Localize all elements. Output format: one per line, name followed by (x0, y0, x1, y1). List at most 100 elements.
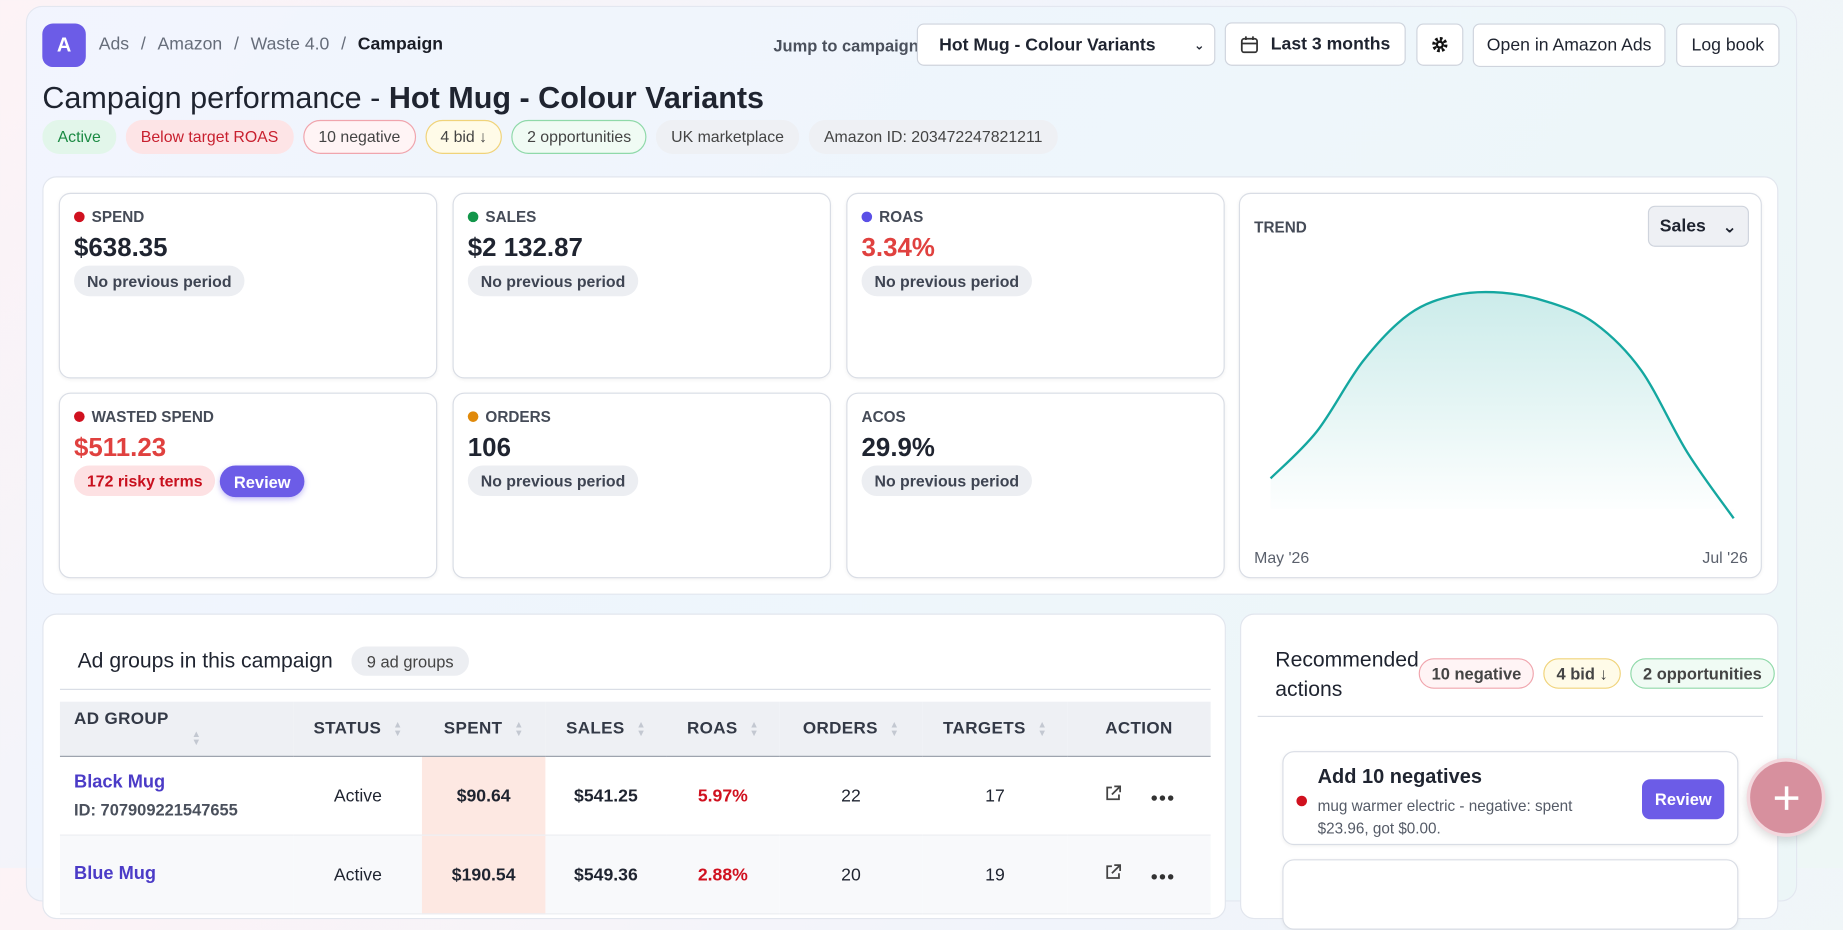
action-text: mug warmer electric - negative: spent $2… (1317, 796, 1573, 837)
column-label: STATUS (313, 719, 382, 739)
more-icon[interactable] (1151, 793, 1175, 802)
sort-icon: ▲ ▼ (889, 719, 900, 739)
kpi-card: SALES $2 132.87 No previous period (452, 192, 831, 379)
column-header: ROAS ▲ ▼ (666, 701, 780, 757)
date-text: Last 3 months (1270, 34, 1391, 55)
divider (1257, 715, 1764, 717)
review-button[interactable]: Review (1642, 779, 1725, 820)
crumb[interactable]: Ads (98, 34, 130, 55)
column-header: SALES ▲ ▼ (545, 701, 667, 757)
kpi-value: $2 132.87 (467, 232, 583, 263)
column-label: TARGETS (943, 719, 1026, 739)
action-title: Add 10 negatives (1317, 765, 1482, 788)
divider (59, 688, 1211, 690)
kpi-label: ROAS (861, 208, 924, 226)
plus-icon (1774, 785, 1798, 810)
dot (1296, 795, 1308, 807)
kpi-card: WASTED SPEND $511.23 172 risky terms Rev… (58, 392, 438, 579)
action-card: Add 10 negatives mug warmer electric - n… (1282, 751, 1739, 846)
table-cell: 5.97% (666, 756, 780, 836)
table-cell: 22 (779, 756, 923, 836)
open-icon[interactable] (1104, 784, 1123, 803)
ad-group-name[interactable]: Blue Mug (74, 863, 157, 884)
kpi-value: 106 (467, 432, 511, 462)
breadcrumb: Ads / Amazon / Waste 4.0 / Campaign (99, 34, 443, 54)
date-range[interactable]: Last 3 months (1224, 22, 1406, 66)
kpi-label: WASTED SPEND (74, 407, 214, 426)
metric-select[interactable]: Sales ⌄ (1647, 205, 1749, 247)
sort-icon: ▲ ▼ (392, 719, 403, 739)
sort-icon: ▲ ▼ (514, 719, 524, 739)
risky-terms: 172 risky terms (74, 465, 216, 497)
metric-text: Sales (1659, 216, 1706, 237)
table-cell: $90.64 (421, 756, 546, 836)
crumb[interactable]: Amazon (157, 34, 223, 55)
table-cell: 20 (779, 835, 923, 915)
fab-button[interactable] (1746, 758, 1826, 837)
ad-group-name[interactable]: Black Mug (74, 772, 166, 793)
kpi-note: No previous period (467, 465, 639, 497)
trend-start: May '26 (1254, 548, 1310, 567)
logbook-button[interactable]: Log book (1676, 23, 1780, 67)
table-row: Blue Mug Active $190.54 $549.36 2.88% 20 19 (59, 835, 1211, 915)
shape (1241, 37, 1259, 53)
shape (1111, 864, 1122, 874)
badge: Amazon ID: 203472247821211 (808, 119, 1058, 154)
badge: 10 negative (1418, 658, 1535, 689)
column-header: TARGETS ▲ ▼ (922, 701, 1068, 757)
kpi-label-text: WASTED SPEND (91, 407, 214, 426)
shape (1167, 795, 1174, 801)
review-button[interactable]: Review (219, 465, 305, 498)
badge: 2 opportunities (511, 119, 647, 154)
separator: / (233, 34, 239, 55)
open-amazon-button[interactable]: Open in Amazon Ads (1472, 23, 1666, 67)
badges: Active Below target ROAS 10 negative 4 b… (42, 119, 1058, 154)
table-cell: 2.88% (666, 835, 780, 915)
title-campaign: Hot Mug - Colour Variants (388, 79, 765, 116)
column-header: AD GROUP ▲ ▼ (59, 701, 294, 757)
sort-icon: ▲ ▼ (191, 728, 202, 748)
kpi-label-text: SALES (485, 208, 537, 226)
avatar: A (42, 23, 86, 67)
action-card (1282, 859, 1739, 930)
kpi-label-text: ORDERS (485, 407, 551, 426)
table-cell: Active (293, 756, 422, 836)
kpi-note: No previous period (861, 465, 1033, 497)
table-cell: 17 (922, 756, 1068, 836)
kpi-label-text: ACOS (861, 407, 906, 426)
open-icon[interactable] (1104, 863, 1123, 882)
ad-group-cell: Blue Mug (59, 835, 294, 915)
campaign-select[interactable]: Hot Mug - Colour Variants ⌄ (916, 23, 1216, 66)
column-label: ORDERS (802, 719, 878, 739)
dot (74, 411, 85, 422)
badge: 2 opportunities (1630, 658, 1775, 689)
column-label: AD GROUP (74, 709, 169, 729)
ad-groups-title: Ad groups in this campaign (77, 648, 333, 673)
column-header: ORDERS ▲ ▼ (779, 701, 923, 757)
kpi-value: 29.9% (861, 432, 935, 462)
trend-area (1270, 291, 1734, 519)
badge: Active (42, 119, 117, 154)
crumb[interactable]: Waste 4.0 (250, 34, 330, 55)
shape (1438, 42, 1442, 47)
select-text: Hot Mug - Colour Variants (939, 34, 1156, 55)
recommended-panel: Recommended actions 10 negative 4 bid ↓ … (1240, 613, 1779, 930)
settings-button[interactable] (1416, 23, 1464, 66)
column-label: ROAS (686, 719, 738, 739)
kpi-label: SPEND (74, 208, 144, 226)
separator: / (140, 34, 146, 55)
trend-chart (1269, 290, 1735, 520)
ad-group-cell: Black Mug ID: 707909221547655 (59, 756, 294, 836)
trend-line (1269, 290, 1735, 520)
badge: Below target ROAS (125, 119, 294, 154)
ad-group-id: ID: 707909221547655 (74, 800, 238, 820)
crumb-current: Campaign (357, 34, 444, 55)
more-icon[interactable] (1151, 872, 1175, 881)
table-row: Black Mug ID: 707909221547655 Active $90.64… (59, 756, 1211, 836)
kpi-label-text: ROAS (879, 208, 924, 226)
header-row: AD GROUP▲ ▼ STATUS ▲ ▼ SPENT ▲ ▼ SALES ▲ ▼ ROAS ▲ ▼ OR… (59, 701, 1211, 757)
shape (1111, 785, 1122, 796)
column-header: STATUS ▲ ▼ (293, 701, 422, 757)
action-cell (1067, 756, 1211, 836)
